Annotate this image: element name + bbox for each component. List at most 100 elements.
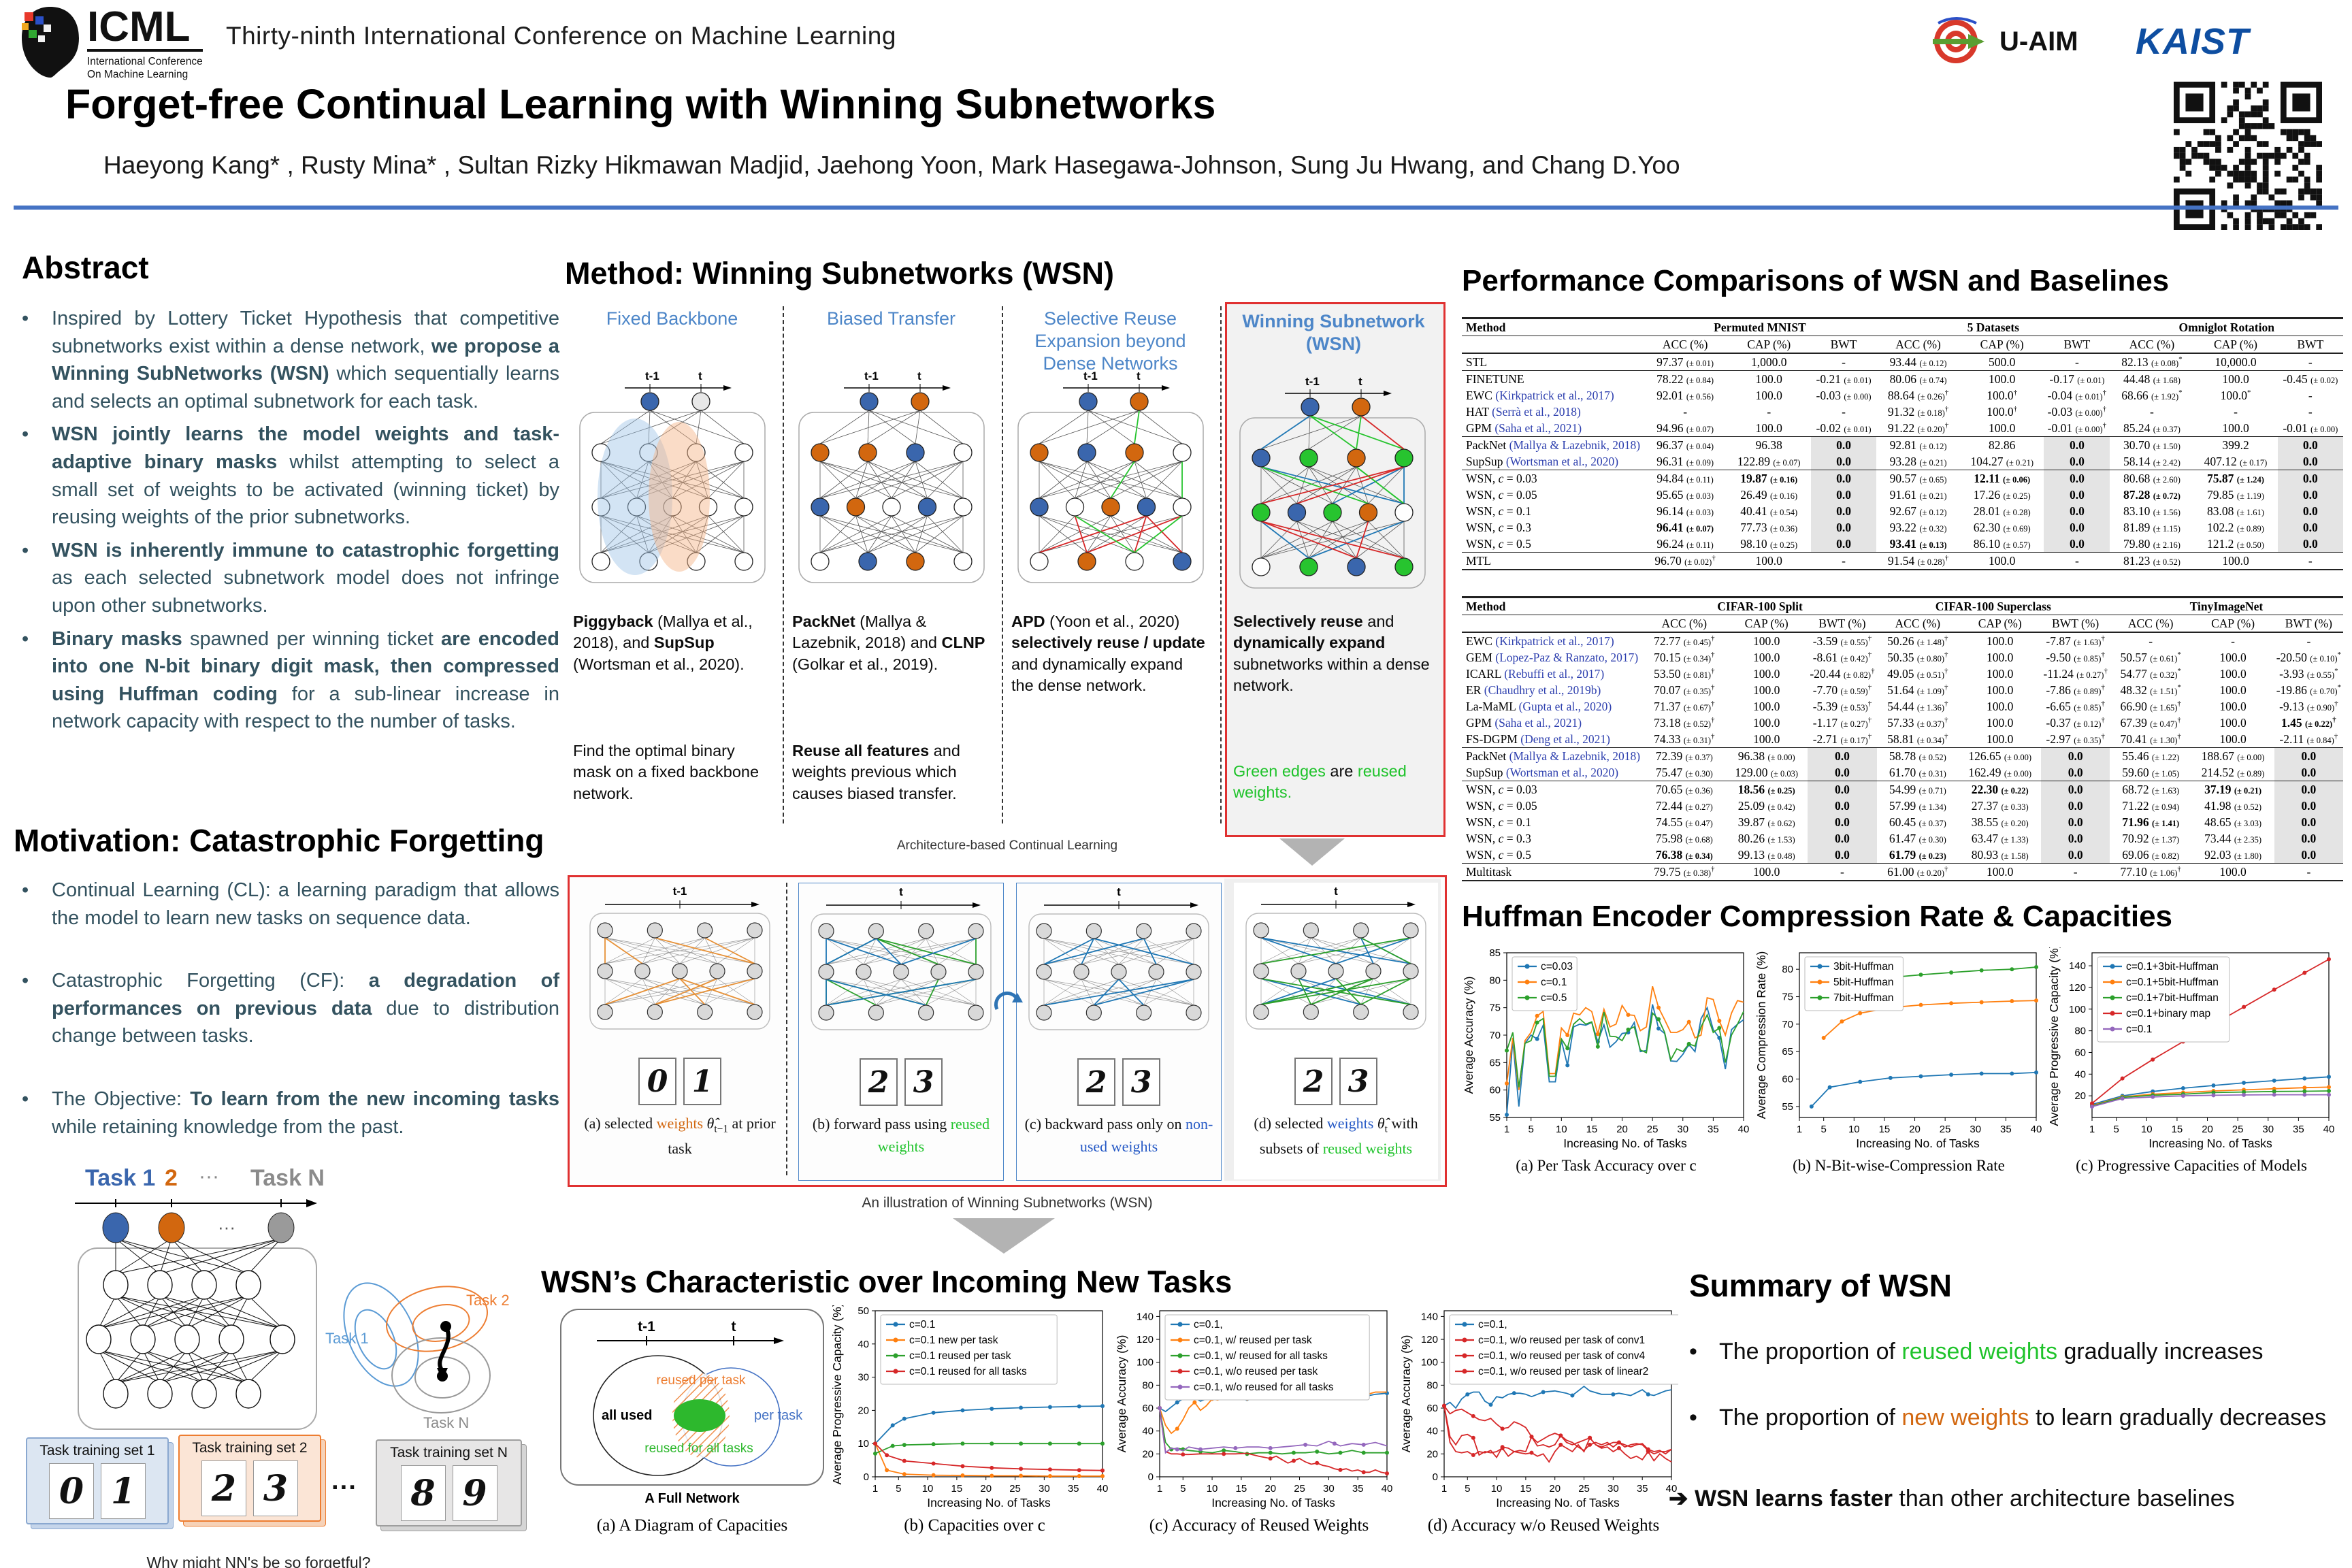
per-task-accuracy-chart: 1 5 10 15 20 25 30 35 40 55 60 65 70 75 80 85 Increasing… (1462, 947, 1750, 1156)
svg-text:10: 10 (1556, 1124, 1567, 1135)
panel-digit: 1 (683, 1058, 721, 1105)
panel-caption: (b) forward pass using reused weights (812, 1115, 990, 1155)
panel-digit: 2 (1294, 1058, 1333, 1105)
svg-text:5: 5 (1465, 1483, 1470, 1494)
icml-logo-icon (19, 5, 82, 82)
svg-text:t: t (917, 370, 921, 382)
svg-text:7bit-Huffman: 7bit-Huffman (1833, 992, 1893, 1004)
method-col3-cap1: APD (Yoon et al., 2020) selectively reus… (1011, 612, 1205, 694)
fig-a-caption: (a) A Diagram of Capacities (596, 1516, 788, 1535)
svg-text:0: 0 (1433, 1471, 1438, 1483)
svg-text:30: 30 (1323, 1483, 1335, 1494)
svg-text:t: t (698, 370, 702, 382)
digit-2: 2 (201, 1460, 246, 1516)
svg-text:0: 0 (864, 1471, 869, 1483)
svg-text:10: 10 (1848, 1124, 1860, 1135)
svg-text:40: 40 (1382, 1483, 1393, 1494)
panel-caption: (c) backward pass only on non-used weigh… (1024, 1115, 1213, 1155)
svg-text:30: 30 (1607, 1483, 1619, 1494)
bullet-item: • WSN is inherently immune to catastrophi… (22, 539, 559, 617)
svg-text:75: 75 (1782, 992, 1793, 1003)
svg-text:80: 80 (1489, 975, 1501, 986)
biased-transfer-diagram: t-1 t (798, 370, 985, 583)
table-row: WSN, c = 0.03 70.65 (± 0.36) 18.56 (± 0.25… (1462, 781, 2343, 798)
table-row: La-MaML (Gupta et al., 2020) 71.37 (± 0.6… (1466, 699, 2338, 713)
table-row: PackNet (Mallya & Lazebnik, 2018) 72.39 (… (1462, 747, 2343, 764)
svg-text:t: t (1117, 885, 1121, 898)
method-col1-cap1: Piggyback (Mallya et al., 2018), and Sup… (573, 612, 753, 673)
svg-text:65: 65 (1782, 1046, 1793, 1058)
table-row: FINETUNE 78.22 (± 0.84) 100.0 -0.21 (± 0.01… (1462, 370, 2343, 387)
line-chart: 1 5 10 15 20 25 30 35 40020406080100120140Increa… (1399, 1310, 1688, 1509)
line-chart: 1 5 10 15 20 25 30 35 40020406080100120140Increa… (1115, 1310, 1393, 1509)
table-row: WSN, c = 0.1 96.14 (± 0.03) 40.41 (± 0.54)… (1462, 503, 2343, 519)
svg-text:40: 40 (2323, 1124, 2335, 1135)
svg-text:Average Accuracy (%): Average Accuracy (%) (1116, 1335, 1128, 1453)
table-row: WSN, c = 0.05 72.44 (± 0.27) 25.09 (± 0.42… (1462, 798, 2343, 814)
svg-text:c=0.1: c=0.1 (2126, 1024, 2152, 1035)
svg-text:70: 70 (1782, 1019, 1793, 1030)
svg-text:140: 140 (1137, 1311, 1154, 1322)
svg-text:100: 100 (2069, 1004, 2086, 1015)
catastrophic-forgetting-figure: Task 1 2 ··· Task N ··· Task 1 Task 2 Task N (75, 1165, 510, 1431)
table-row: WSN, c = 0.5 76.38 (± 0.34) 99.13 (± 0.48)… (1462, 847, 2343, 864)
svg-text:c=0.5: c=0.5 (1541, 992, 1567, 1004)
panel-digit: 2 (1077, 1058, 1115, 1106)
panel-digit: 3 (1122, 1058, 1160, 1106)
performance-heading: Performance Comparisons of WSN and Basel… (1462, 264, 2170, 297)
table-row: SupSup (Wortsman et al., 2020) 96.31 (± 0… (1462, 453, 2343, 470)
huffman-cap-a: (a) Per Task Accuracy over c (1516, 1157, 1697, 1174)
svg-text:80: 80 (1426, 1379, 1438, 1391)
table-row: EWC (Kirkpatrick et al., 2017) 72.77 (± 0… (1462, 632, 2343, 649)
bullet-item: • The proportion of new weights to learn … (1689, 1405, 2327, 1431)
svg-text:140: 140 (2069, 960, 2086, 972)
wsn-illustration-box: t-1 0 1 (a) selected weights θ̂t−1 at prior… (568, 875, 1447, 1187)
svg-text:t-1: t-1 (864, 370, 879, 382)
svg-text:c=0.1,: c=0.1, (1478, 1319, 1507, 1330)
svg-text:5: 5 (1180, 1483, 1186, 1494)
svg-text:1: 1 (1441, 1483, 1447, 1494)
huffman-cap-b: (b) N-Bit-wise-Compression Rate (1793, 1157, 2005, 1174)
svg-text:40: 40 (2031, 1124, 2042, 1135)
table-row: WSN, c = 0.3 75.98 (± 0.68) 80.26 (± 1.53)… (1462, 830, 2343, 847)
panel-network: t (1028, 885, 1209, 1030)
svg-text:Task N: Task N (250, 1165, 325, 1191)
uaim-logo: U-AIM (1931, 15, 2078, 68)
svg-text:c=0.03: c=0.03 (1541, 961, 1573, 973)
svg-text:60: 60 (1142, 1403, 1154, 1414)
svg-text:1: 1 (1157, 1483, 1162, 1494)
forgetful-question: Why might NN's be so forgetful? (146, 1554, 371, 1568)
svg-text:15: 15 (1520, 1483, 1532, 1494)
table-row: SupSup (Wortsman et al., 2020) 75.47 (± 0… (1462, 764, 2343, 781)
table-row: GEM (Lopez-Paz & Ranzato, 2017) 70.15 (± … (1466, 650, 2341, 664)
svg-text:c=0.1, w/ reused for all task: c=0.1, w/ reused for all tasks (1194, 1350, 1328, 1362)
method-heading: Method: Winning Subnetworks (WSN) (565, 256, 1114, 291)
svg-text:1: 1 (872, 1483, 878, 1494)
svg-text:70: 70 (1489, 1030, 1501, 1041)
svg-text:20: 20 (1264, 1483, 1276, 1494)
svg-text:···: ··· (218, 1217, 235, 1237)
svg-text:c=0.1, w/o reused per task of: c=0.1, w/o reused per task of conv4 (1478, 1350, 1646, 1362)
table-row: ER (Chaudhry et al., 2019b) 70.07 (± 0.35… (1466, 683, 2341, 697)
svg-text:t-1: t-1 (1083, 370, 1098, 382)
svg-text:10: 10 (1207, 1483, 1218, 1494)
table-row: WSN, c = 0.1 74.55 (± 0.47) 39.87 (± 0.62)… (1462, 814, 2343, 830)
svg-text:c=0.1+5bit-Huffman: c=0.1+5bit-Huffman (2126, 977, 2219, 988)
svg-text:60: 60 (1426, 1403, 1438, 1414)
method-separator-2 (1002, 306, 1003, 823)
svg-text:10: 10 (922, 1483, 934, 1494)
method-col3-header: Selective Reuse Expansion beyond Dense N… (1034, 308, 1186, 374)
svg-text:···: ··· (199, 1165, 219, 1188)
bullet-item: • Catastrophic Forgetting (CF): a degrada… (22, 970, 560, 1047)
table-row: WSN, c = 0.5 96.24 (± 0.11) 98.10 (± 0.25)… (1462, 536, 2343, 553)
svg-text:20: 20 (2074, 1090, 2086, 1102)
table-row: EWC (Kirkpatrick et al., 2017) 92.01 (± 0… (1466, 388, 2313, 402)
kaist-logo: KAIST (2136, 21, 2249, 62)
svg-text:t-1: t-1 (1305, 375, 1320, 388)
svg-text:65: 65 (1489, 1057, 1501, 1068)
uaim-target-icon (1933, 17, 1984, 63)
svg-text:Task 1: Task 1 (85, 1165, 155, 1191)
svg-text:140: 140 (1421, 1311, 1438, 1322)
progressive-capacity-chart: 1 5 10 15 20 25 30 35 40 20 40 60 80 100 120 140 Increas… (2047, 944, 2336, 1156)
